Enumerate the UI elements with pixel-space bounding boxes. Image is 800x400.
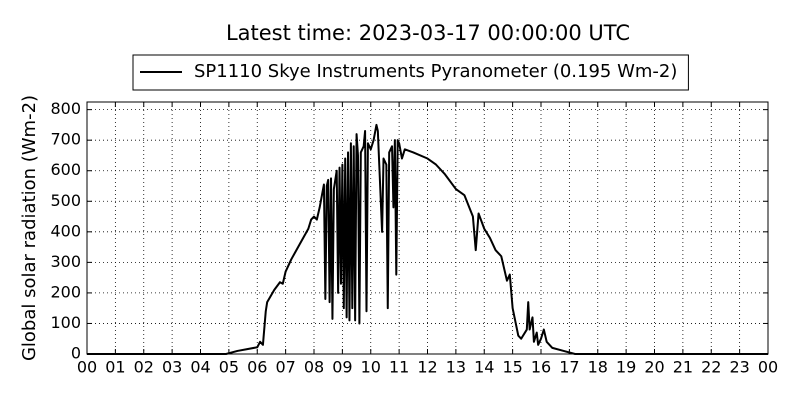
- data-line: [87, 123, 768, 355]
- chart-title: Latest time: 2023-03-17 00:00:00 UTC: [226, 21, 630, 45]
- x-tick-label: 06: [247, 358, 267, 377]
- x-tick-label: 03: [162, 358, 182, 377]
- x-tick-label: 01: [105, 358, 125, 377]
- y-tick-label: 300: [50, 252, 81, 271]
- y-tick-label: 200: [50, 282, 81, 301]
- x-tick-label: 17: [559, 358, 579, 377]
- y-tick-label: 600: [50, 160, 81, 179]
- x-tick-label: 00: [758, 358, 778, 377]
- x-tick-label: 00: [77, 358, 97, 377]
- x-tick-label: 18: [588, 358, 608, 377]
- legend-label: SP1110 Skye Instruments Pyranometer (0.1…: [194, 61, 677, 82]
- y-tick-label: 0: [71, 344, 81, 363]
- x-tick-label: 02: [134, 358, 154, 377]
- y-tick-label: 100: [50, 313, 81, 332]
- y-axis-label: Global solar radiation (Wm-2): [19, 95, 40, 361]
- x-tick-label: 15: [502, 358, 522, 377]
- x-tick-label: 19: [616, 358, 636, 377]
- x-tick-label: 12: [417, 358, 437, 377]
- y-tick-label: 500: [50, 191, 81, 210]
- x-tick-label: 05: [219, 358, 239, 377]
- x-tick-label: 23: [729, 358, 749, 377]
- plot-frame: [86, 101, 769, 355]
- legend: SP1110 Skye Instruments Pyranometer (0.1…: [132, 54, 689, 91]
- x-tick-label: 04: [190, 358, 210, 377]
- x-tick-label: 08: [304, 358, 324, 377]
- x-tick-label: 09: [332, 358, 352, 377]
- x-tick-label: 07: [275, 358, 295, 377]
- y-tick-label: 700: [50, 130, 81, 149]
- x-tick-label: 10: [361, 358, 381, 377]
- x-tick-label: 16: [531, 358, 551, 377]
- x-tick-label: 20: [644, 358, 664, 377]
- y-tick-label: 400: [50, 221, 81, 240]
- x-tick-label: 11: [389, 358, 409, 377]
- x-tick-label: 21: [673, 358, 693, 377]
- x-tick-label: 14: [474, 358, 494, 377]
- y-tick-label: 800: [50, 99, 81, 118]
- x-tick-label: 13: [446, 358, 466, 377]
- x-tick-label: 22: [701, 358, 721, 377]
- legend-box: [132, 54, 689, 91]
